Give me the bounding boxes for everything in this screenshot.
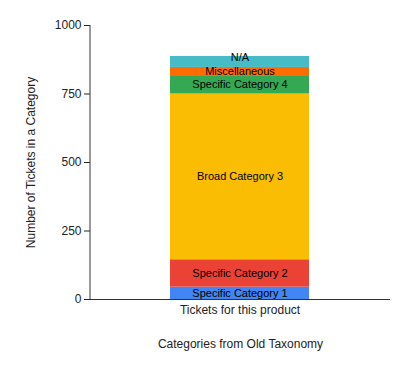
svg-text:Specific Category 4: Specific Category 4: [192, 78, 287, 90]
svg-text:Specific Category 1: Specific Category 1: [192, 287, 287, 299]
svg-text:250: 250: [61, 224, 81, 238]
svg-text:1000: 1000: [55, 18, 82, 32]
svg-text:750: 750: [61, 87, 81, 101]
svg-text:Categories from Old Taxonomy: Categories from Old Taxonomy: [158, 337, 323, 351]
svg-text:Number of Tickets in a Categor: Number of Tickets in a Category: [24, 77, 38, 248]
svg-text:Specific Category 2: Specific Category 2: [192, 267, 287, 279]
svg-text:N/A: N/A: [231, 51, 250, 63]
svg-text:Tickets for this product: Tickets for this product: [180, 303, 301, 317]
svg-text:500: 500: [61, 155, 81, 169]
svg-text:0: 0: [75, 292, 82, 306]
svg-text:Broad Category 3: Broad Category 3: [197, 170, 283, 182]
svg-text:Miscellaneous: Miscellaneous: [205, 65, 275, 77]
